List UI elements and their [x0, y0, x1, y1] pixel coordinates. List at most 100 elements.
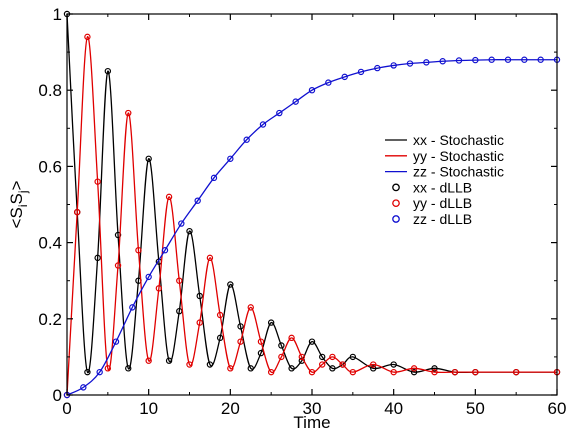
data-point-yy	[145, 357, 152, 364]
x-tick-label: 60	[548, 399, 567, 418]
data-point-zz	[178, 220, 185, 227]
data-point-yy	[308, 368, 316, 376]
data-point-yy	[278, 353, 285, 361]
data-point-zz	[537, 56, 544, 63]
legend-label: zz - Stochastic	[413, 164, 504, 180]
data-point-zz	[423, 59, 430, 66]
data-point-yy	[339, 361, 346, 368]
y-tick-label: 0.6	[38, 157, 62, 176]
data-point-xx	[288, 365, 295, 372]
data-point-yy	[288, 334, 295, 342]
data-point-xx	[329, 365, 336, 372]
data-point-zz	[406, 60, 414, 67]
y-axis-title-part: >	[7, 180, 26, 190]
legend-circle-swatch	[392, 183, 400, 192]
y-axis-title-part: <S	[7, 207, 26, 228]
x-tick-label: 40	[384, 399, 403, 418]
legend-label: xx - Stochastic	[413, 132, 504, 148]
legend-label: yy - dLLB	[413, 195, 472, 211]
y-axis-title-subscript: j	[16, 190, 30, 194]
data-point-zz	[112, 338, 120, 345]
y-tick-label: 1	[53, 5, 62, 24]
data-point-xx	[165, 357, 173, 364]
data-point-xx	[410, 368, 418, 376]
data-point-yy	[216, 311, 224, 319]
data-point-zz	[439, 58, 446, 65]
data-point-yy	[165, 193, 173, 201]
data-point-yy	[298, 353, 305, 361]
data-point-yy	[84, 33, 91, 41]
data-point-yy	[390, 368, 397, 376]
data-point-yy	[135, 247, 142, 254]
x-axis-title: Time	[293, 413, 330, 430]
data-point-xx	[247, 365, 254, 372]
data-point-xx	[125, 365, 132, 372]
data-point-yy	[512, 368, 520, 376]
data-point-zz	[488, 56, 495, 63]
data-point-xx	[370, 365, 377, 372]
data-point-zz	[227, 155, 234, 162]
legend-circle-swatch	[392, 215, 400, 223]
data-point-yy	[431, 368, 438, 376]
data-point-xx	[267, 319, 275, 326]
data-point-zz	[521, 56, 528, 63]
x-tick-label: 20	[221, 399, 240, 418]
data-point-zz	[80, 384, 87, 391]
y-axis-title-subscript: i	[16, 205, 30, 208]
data-point-zz	[504, 56, 512, 63]
data-point-xx	[349, 353, 357, 361]
data-point-yy	[237, 338, 244, 345]
data-point-xx	[145, 155, 152, 162]
legend-label: yy - Stochastic	[413, 148, 504, 164]
data-point-xx	[206, 361, 214, 368]
data-point-yy	[176, 277, 183, 284]
x-tick-label: 0	[62, 399, 71, 418]
x-tick-label: 50	[466, 399, 485, 418]
series-line-xx	[66, 13, 557, 374]
data-point-yy	[114, 262, 122, 269]
data-point-zz	[472, 56, 479, 64]
data-point-zz	[145, 273, 152, 281]
x-tick-label: 10	[139, 399, 158, 418]
y-axis-title-part: S	[7, 193, 26, 204]
data-point-yy	[257, 338, 265, 345]
legend-label: xx - dLLB	[413, 179, 472, 195]
data-point-yy	[451, 368, 459, 376]
data-point-zz	[96, 368, 103, 376]
data-point-zz	[259, 121, 267, 128]
data-point-yy	[196, 319, 203, 326]
y-tick-label: 0	[53, 386, 62, 405]
data-point-zz	[341, 73, 348, 81]
data-point-yy	[349, 368, 357, 376]
data-point-zz	[243, 136, 250, 143]
data-point-zz	[455, 57, 463, 64]
data-point-zz	[210, 174, 218, 182]
data-point-yy	[74, 208, 81, 216]
y-tick-label: 0.2	[38, 310, 62, 329]
data-point-yy	[247, 304, 254, 311]
data-point-yy	[206, 254, 214, 262]
legend-label: zz - dLLB	[413, 211, 472, 227]
legend-circle-swatch	[392, 199, 400, 208]
data-point-zz	[276, 109, 283, 117]
data-point-xx	[196, 292, 203, 300]
data-point-yy	[410, 365, 418, 372]
data-point-zz	[161, 247, 169, 254]
y-axis-title: <SiSj>	[7, 180, 30, 228]
data-point-yy	[227, 365, 234, 372]
data-point-xx	[114, 231, 122, 239]
x-tick-label: 30	[303, 399, 322, 418]
y-tick-label: 0.8	[38, 81, 62, 100]
data-point-zz	[374, 64, 381, 72]
data-point-yy	[104, 365, 112, 372]
data-point-yy	[267, 368, 275, 376]
data-point-zz	[308, 86, 316, 94]
data-point-zz	[357, 68, 365, 76]
data-point-xx	[390, 361, 397, 368]
data-point-zz	[194, 197, 201, 204]
data-point-xx	[216, 334, 224, 342]
series-line-zz	[66, 59, 557, 396]
y-tick-label: 0.4	[38, 234, 62, 253]
